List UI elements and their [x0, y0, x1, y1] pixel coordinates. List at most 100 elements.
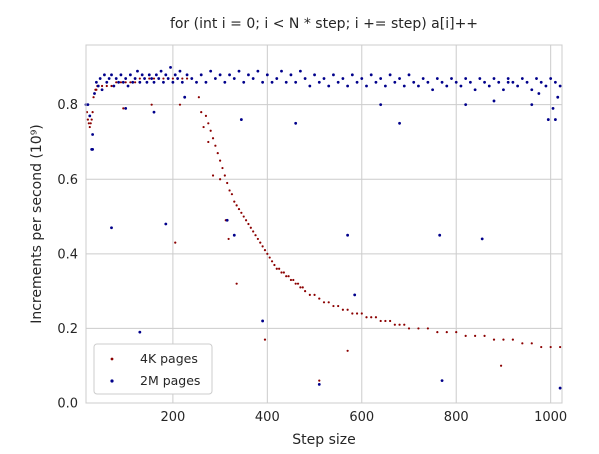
point-2m [183, 95, 187, 99]
point-4k [226, 181, 229, 185]
point-2m [546, 118, 550, 121]
point-2m [383, 84, 387, 88]
point-4k [287, 275, 290, 278]
point-2m [204, 80, 208, 84]
point-4k [89, 122, 92, 125]
point-4k [318, 297, 321, 300]
point-4k [398, 323, 401, 326]
point-2m [421, 77, 425, 80]
point-4k [150, 103, 153, 106]
point-2m [535, 77, 538, 80]
point-2m [294, 121, 298, 125]
point-4k [318, 379, 321, 382]
point-2m [239, 118, 243, 121]
point-4k [110, 84, 113, 88]
point-2m [398, 121, 401, 125]
point-2m [298, 69, 302, 73]
y-axis-label: Increments per second (10⁹) [29, 124, 45, 324]
point-2m [114, 77, 118, 80]
point-4k [327, 301, 330, 304]
point-4k [254, 234, 257, 237]
point-2m [124, 107, 128, 110]
point-2m [247, 73, 250, 77]
point-2m [119, 73, 123, 77]
point-4k [346, 308, 349, 311]
point-4k [530, 342, 533, 345]
point-4k [278, 267, 281, 270]
point-2m [473, 88, 477, 92]
point-2m [520, 77, 524, 80]
point-4k [299, 286, 302, 289]
point-2m [91, 133, 95, 136]
point-4k [90, 118, 93, 121]
point-2m [147, 73, 151, 77]
point-2m [454, 80, 458, 84]
point-2m [350, 73, 354, 77]
x-tick-label: 1000 [534, 410, 567, 425]
point-4k [138, 77, 141, 80]
point-4k [174, 241, 177, 244]
point-4k [88, 125, 91, 129]
point-4k [360, 312, 363, 315]
point-2m [459, 84, 463, 88]
point-2m [402, 84, 406, 88]
point-2m [159, 69, 163, 73]
point-2m [213, 77, 217, 80]
point-2m [294, 80, 298, 84]
point-4k [200, 111, 203, 114]
point-2m [379, 103, 383, 107]
point-2m [480, 237, 484, 241]
point-2m [152, 110, 156, 114]
point-2m [360, 77, 364, 80]
legend-label-2m: 2M pages [140, 373, 200, 388]
point-2m [322, 77, 326, 80]
point-2m [417, 84, 420, 88]
point-4k [374, 316, 378, 319]
point-2m [162, 80, 165, 84]
point-2m [199, 73, 203, 77]
point-4k [370, 316, 373, 319]
point-4k [207, 140, 210, 144]
point-2m [487, 84, 491, 88]
point-2m [232, 233, 236, 237]
point-2m [225, 218, 229, 222]
point-2m [313, 73, 316, 77]
point-2m [308, 84, 312, 88]
point-4k [483, 334, 486, 337]
point-4k [202, 125, 205, 129]
point-2m [355, 80, 359, 84]
point-4k [119, 81, 123, 84]
point-4k [379, 319, 382, 323]
point-4k [549, 345, 552, 349]
point-4k [355, 312, 359, 315]
point-4k [92, 96, 95, 99]
point-2m [140, 73, 144, 77]
point-4k [227, 237, 230, 241]
point-4k [268, 256, 271, 259]
point-2m [138, 80, 142, 84]
point-2m [412, 80, 416, 84]
point-4k [223, 174, 226, 177]
point-2m [478, 77, 482, 80]
point-4k [221, 166, 224, 170]
point-4k [474, 334, 477, 337]
point-2m [180, 80, 184, 84]
point-2m [544, 84, 548, 88]
point-2m [138, 330, 142, 334]
point-2m [133, 77, 137, 80]
y-tick-labels: 0.0 0.2 0.4 0.6 0.8 [57, 98, 78, 411]
point-2m [445, 84, 449, 88]
point-4k [502, 338, 505, 341]
point-2m [516, 84, 520, 88]
point-4k [148, 77, 151, 80]
point-2m [171, 80, 175, 84]
point-4k [436, 331, 439, 334]
x-tick-label: 600 [349, 410, 374, 425]
point-4k [296, 282, 300, 285]
point-2m [251, 77, 255, 80]
point-2m [388, 73, 392, 77]
point-2m [539, 80, 543, 84]
point-4k [304, 290, 307, 293]
point-4k [129, 81, 132, 84]
point-2m [261, 80, 265, 84]
